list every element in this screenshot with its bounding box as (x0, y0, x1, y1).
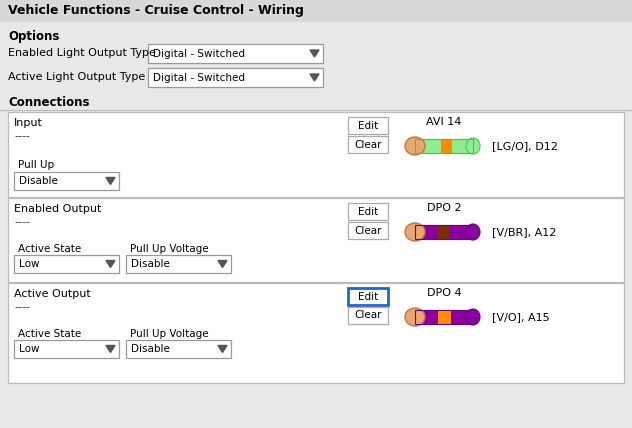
Text: Pull Up Voltage: Pull Up Voltage (130, 329, 209, 339)
Text: ----: ---- (14, 131, 30, 141)
Bar (8, 283, 624, 383)
Polygon shape (106, 261, 115, 268)
Bar (14, 172, 119, 190)
Text: Clear: Clear (355, 310, 382, 321)
Polygon shape (310, 74, 319, 81)
Bar (148, 68, 323, 87)
Bar (415, 225, 473, 239)
Text: Vehicle Functions - Cruise Control - Wiring: Vehicle Functions - Cruise Control - Wir… (8, 4, 304, 17)
Text: Active Light Output Type: Active Light Output Type (8, 72, 145, 82)
Bar (8, 112, 624, 197)
Bar (415, 310, 473, 324)
Bar (348, 203, 388, 220)
Bar (126, 340, 231, 358)
Polygon shape (106, 345, 115, 353)
Ellipse shape (405, 223, 425, 241)
Text: [V/BR], A12: [V/BR], A12 (492, 227, 556, 237)
Bar (126, 255, 231, 273)
Bar (415, 139, 473, 153)
Bar (415, 225, 473, 239)
Polygon shape (218, 261, 227, 268)
Text: Edit: Edit (358, 291, 378, 301)
Text: Enabled Output: Enabled Output (14, 204, 101, 214)
Bar (0, 0, 632, 22)
Bar (14, 340, 119, 358)
Polygon shape (218, 345, 227, 353)
Bar (415, 139, 473, 153)
Ellipse shape (466, 224, 480, 240)
Text: Disable: Disable (131, 259, 170, 269)
Text: Low: Low (19, 344, 39, 354)
Text: Digital - Switched: Digital - Switched (153, 48, 245, 59)
Text: Clear: Clear (355, 140, 382, 149)
Text: Edit: Edit (358, 121, 378, 131)
Text: Pull Up: Pull Up (18, 160, 54, 170)
Bar (438, 310, 451, 324)
Ellipse shape (466, 138, 480, 154)
Text: Disable: Disable (19, 176, 58, 186)
Text: AVI 14: AVI 14 (427, 117, 462, 127)
Text: Enabled Light Output Type: Enabled Light Output Type (8, 48, 156, 58)
Text: DPO 2: DPO 2 (427, 203, 461, 213)
Bar (441, 139, 451, 153)
Text: ----: ---- (14, 302, 30, 312)
Bar (14, 255, 119, 273)
Text: Low: Low (19, 259, 39, 269)
Text: Input: Input (14, 118, 43, 128)
Ellipse shape (405, 137, 425, 155)
Bar (348, 222, 388, 239)
Bar (437, 225, 450, 239)
Ellipse shape (466, 309, 480, 325)
Text: Clear: Clear (355, 226, 382, 235)
Polygon shape (106, 178, 115, 184)
Text: ----: ---- (14, 217, 30, 227)
Text: [V/O], A15: [V/O], A15 (492, 312, 550, 322)
Bar (348, 117, 388, 134)
Text: Connections: Connections (8, 96, 90, 109)
Bar (415, 310, 473, 324)
Ellipse shape (405, 308, 425, 326)
Bar (348, 288, 388, 305)
Text: Active State: Active State (18, 244, 82, 254)
Text: Pull Up Voltage: Pull Up Voltage (130, 244, 209, 254)
Text: Edit: Edit (358, 206, 378, 217)
Text: Digital - Switched: Digital - Switched (153, 72, 245, 83)
Bar (148, 44, 323, 63)
Polygon shape (310, 50, 319, 57)
Text: [LG/O], D12: [LG/O], D12 (492, 141, 558, 151)
Text: Active Output: Active Output (14, 289, 91, 299)
Bar (348, 136, 388, 153)
Text: Options: Options (8, 30, 59, 43)
Text: Disable: Disable (131, 344, 170, 354)
Bar (8, 198, 624, 282)
Bar (348, 307, 388, 324)
Text: DPO 4: DPO 4 (427, 288, 461, 298)
Text: Active State: Active State (18, 329, 82, 339)
